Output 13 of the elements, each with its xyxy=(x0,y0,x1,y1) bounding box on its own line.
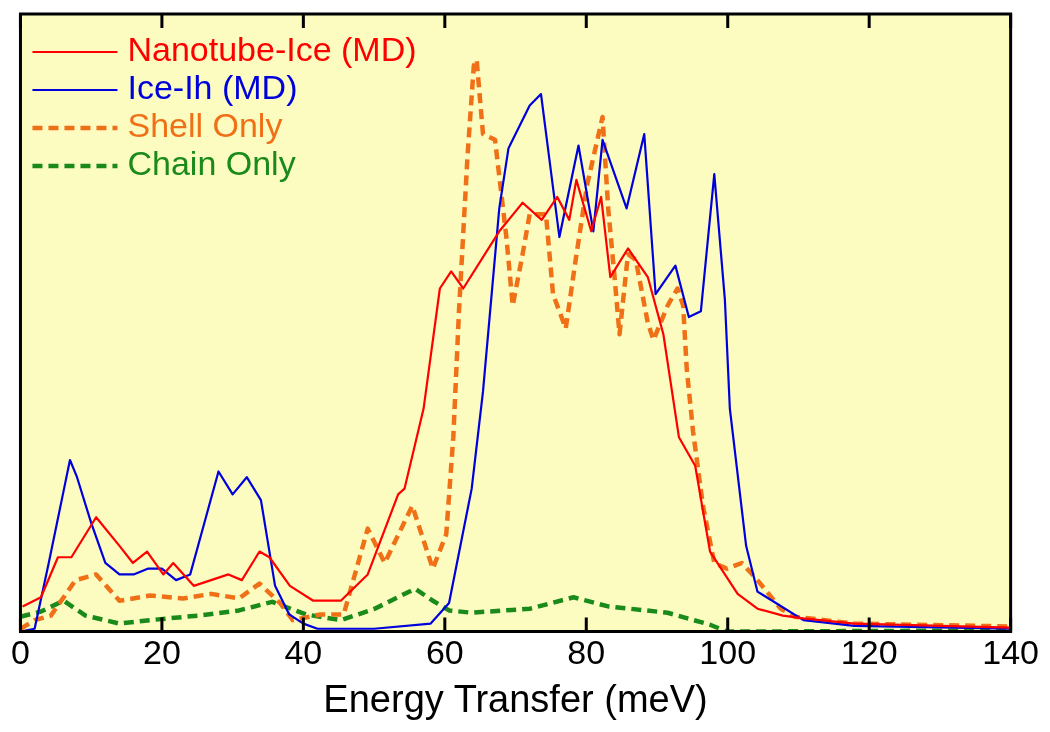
legend-label: Shell Only xyxy=(127,106,283,145)
legend-label: Nanotube-Ice (MD) xyxy=(127,30,417,69)
x-tick-label: 140 xyxy=(982,633,1039,672)
x-tick-label: 80 xyxy=(567,633,606,672)
legend-label: Chain Only xyxy=(127,144,296,183)
x-axis-title: Energy Transfer (meV) xyxy=(323,677,708,720)
x-tick-label: 60 xyxy=(425,633,464,672)
x-tick-label: 100 xyxy=(699,633,757,672)
x-tick-label: 120 xyxy=(840,633,898,672)
x-tick-label: 40 xyxy=(284,633,323,672)
legend-label: Ice-Ih (MD) xyxy=(127,68,298,107)
x-tick-label: 0 xyxy=(10,633,30,672)
x-tick-label: 20 xyxy=(143,633,181,672)
